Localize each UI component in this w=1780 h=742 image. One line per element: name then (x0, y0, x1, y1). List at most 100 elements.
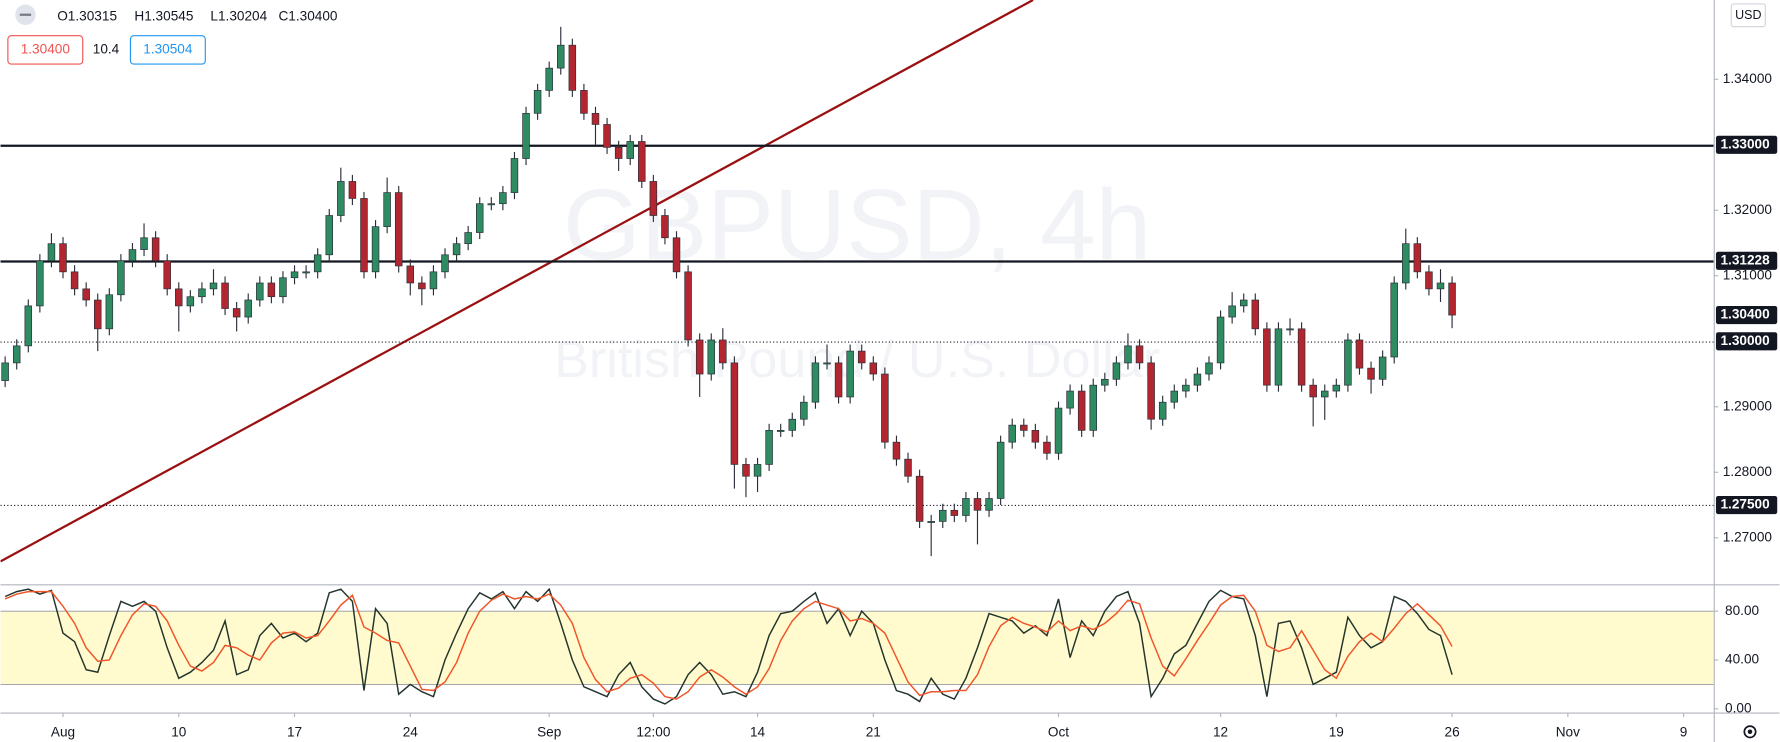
candle-body (232, 308, 241, 318)
candle-body (950, 509, 959, 516)
currency-button[interactable] (1730, 3, 1766, 28)
x-tick-label: 24 (403, 725, 419, 740)
settings-icon[interactable] (1743, 725, 1757, 739)
candle-body (1077, 390, 1086, 431)
candle-body (904, 458, 912, 477)
candle-body (1402, 243, 1410, 284)
price-badge (1715, 251, 1778, 270)
buy-price: 1.30504 (143, 42, 193, 57)
y-tick-label: 80.00 (1725, 603, 1759, 618)
candle-body (1309, 384, 1317, 398)
x-tick-label: 14 (750, 725, 766, 740)
watermark: GBPUSD, 4h British Pound / U.S. Dollar (554, 170, 1160, 389)
price-pane (0, 0, 1714, 563)
price-badge (1715, 305, 1778, 325)
candle-body (337, 181, 345, 216)
candle-body (1, 362, 9, 381)
candle-body (93, 299, 102, 330)
candle-body (221, 282, 229, 309)
candle-body (765, 430, 773, 465)
candle-body (800, 401, 808, 420)
price-badge-label: 1.30000 (1720, 333, 1770, 348)
candle-body (394, 192, 403, 267)
x-tick-label: Aug (51, 725, 75, 740)
watermark-description: British Pound / U.S. Dollar (554, 331, 1160, 389)
x-tick-label: 19 (1329, 725, 1344, 740)
candle-body (1112, 362, 1121, 380)
candle-body (1448, 282, 1456, 316)
candle-body (973, 498, 982, 511)
candle-body (939, 509, 947, 522)
candle-body (1066, 390, 1074, 409)
candle-body (82, 288, 90, 301)
candle-body (684, 271, 692, 341)
candle-body (661, 215, 669, 239)
candle-body (59, 243, 67, 273)
ohlc-open: O1.30315 (57, 9, 117, 24)
settings[interactable] (1743, 725, 1757, 739)
candle-body (47, 243, 56, 262)
candle-body (1193, 373, 1202, 386)
candle-body (962, 498, 970, 516)
price-axis: 1.34000 1.32000 1.31000 1.29000 1.28000 1.270… (1713, 71, 1778, 715)
candle-body (1089, 384, 1097, 431)
candle-body (1344, 339, 1352, 386)
candle-body (557, 44, 565, 69)
candle-body (1413, 243, 1422, 273)
settings-icon-center (1747, 729, 1753, 735)
candle-body (753, 464, 762, 477)
candle-body (1425, 271, 1433, 290)
candle-body (105, 294, 114, 330)
candle-body (603, 124, 611, 148)
candle-body (776, 430, 785, 432)
sell-button[interactable] (7, 35, 84, 65)
candle-body (695, 339, 704, 375)
candle-body (591, 112, 600, 125)
candle-body (24, 305, 33, 347)
candle-body (892, 441, 901, 460)
candle-body (1321, 390, 1329, 398)
candle-body (533, 90, 542, 114)
y-tick-label: 1.32000 (1723, 202, 1773, 217)
candle-body (209, 282, 218, 290)
y-tick-label: 1.28000 (1723, 464, 1773, 479)
candle-body (1228, 305, 1236, 318)
candle-body (267, 282, 276, 298)
price-badge (1715, 332, 1778, 351)
candle-body (545, 67, 553, 91)
y-tick-label: 1.27000 (1723, 529, 1773, 544)
x-tick-label: 10 (171, 725, 187, 740)
candle-body (1170, 390, 1179, 403)
price-badge-label: 1.27500 (1720, 497, 1770, 512)
candle-body (985, 498, 993, 511)
candle-body (117, 260, 125, 296)
price-badge-label: 1.33000 (1720, 136, 1770, 151)
candle-body (1054, 407, 1063, 454)
candle-body (475, 203, 484, 233)
candle-body (996, 441, 1005, 499)
price-badge-label: 1.30400 (1720, 307, 1770, 322)
candle-body (638, 141, 646, 182)
candle-body (568, 44, 577, 91)
candle-body (406, 265, 415, 284)
buy-button[interactable] (129, 35, 206, 65)
candle-body (302, 271, 310, 274)
candle-body (614, 147, 623, 159)
candle-body (198, 288, 206, 298)
candle-body (1020, 424, 1028, 431)
candle-body (12, 345, 21, 364)
stochastic-band (0, 611, 1714, 685)
candle-body (927, 521, 935, 523)
candle-body (1378, 356, 1387, 380)
candle-body (707, 339, 715, 375)
candle-body (626, 141, 634, 159)
candle-body (244, 299, 252, 318)
candle-body (1297, 328, 1306, 386)
candle-body (1147, 362, 1155, 420)
y-tick-label: 0.00 (1725, 700, 1752, 715)
candle-body (846, 350, 854, 398)
candle-body (857, 350, 866, 364)
candle-body (823, 362, 831, 365)
candle-body (348, 181, 357, 199)
